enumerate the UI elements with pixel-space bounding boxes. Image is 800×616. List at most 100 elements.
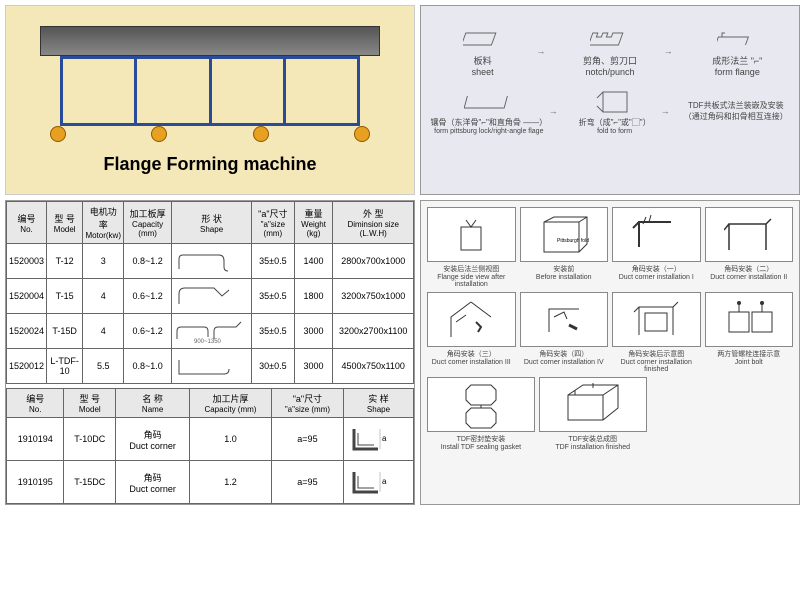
install-step: 角码安装（二）Duct corner installation II <box>705 207 794 288</box>
table-cell: 角码Duct corner <box>116 461 190 504</box>
table-row: 1520004T-1540.6~1.235±0.518003200x750x10… <box>7 279 414 314</box>
install-cn: 角码安装后示意图 <box>612 349 701 359</box>
install-en: Duct corner installation finished <box>612 359 701 373</box>
arrow-icon: → <box>549 106 569 116</box>
svg-text:Pittsburgh fold: Pittsburgh fold <box>557 238 589 244</box>
install-step: TDF安装总成图TDF installation finished <box>539 377 647 451</box>
table-cell: 0.8~1.0 <box>124 349 172 384</box>
step-en: fold to form <box>569 128 661 135</box>
table-cell: 0.6~1.2 <box>124 314 172 349</box>
table-cell: 30±0.5 <box>252 349 295 384</box>
table-header: 实 样Shape <box>344 389 414 418</box>
table-cell: 3000 <box>294 314 333 349</box>
install-diagram <box>427 292 516 347</box>
table-header: "a"尺寸"a"size (mm) <box>252 202 295 244</box>
table-cell: 角码Duct corner <box>116 418 190 461</box>
install-cn: 角码安装（二） <box>705 264 794 274</box>
install-cn: 角码安装（四） <box>520 349 609 359</box>
table-header: 型 号Model <box>64 389 116 418</box>
install-en: Duct corner installation IV <box>520 359 609 366</box>
arrow-icon: → <box>661 106 681 116</box>
table-header: 重量Weight (kg) <box>294 202 333 244</box>
table-header: 电机功率Motor(kw) <box>83 202 124 244</box>
table-cell: 3200x2700x1100 <box>333 314 414 349</box>
table-header: 外 型Diminsion size (L.W.H) <box>333 202 414 244</box>
table-cell: 35±0.5 <box>252 314 295 349</box>
table-cell: 3 <box>83 244 124 279</box>
table-cell: L-TDF-10 <box>47 349 83 384</box>
table-row: 1910194T-10DC角码Duct corner1.0a=95a <box>7 418 414 461</box>
table-cell: 0.8~1.2 <box>124 244 172 279</box>
table-cell: 3000 <box>294 349 333 384</box>
step-en: form flange <box>684 67 791 77</box>
install-cn: TDF密封垫安装 <box>427 434 535 444</box>
install-step: 安装后法兰侧视图Flange side view after installat… <box>427 207 516 288</box>
install-en: Duct corner installation I <box>612 274 701 281</box>
install-diagram <box>539 377 647 432</box>
table-cell: a <box>344 418 414 461</box>
install-cn: 两方管螺栓连接示意 <box>705 349 794 359</box>
table-cell: 5.5 <box>83 349 124 384</box>
step-cn: 折弯（成"⌐"或"▢"） <box>569 117 661 128</box>
table-cell: 1800 <box>294 279 333 314</box>
table-cell <box>172 349 252 384</box>
step-cn: 成形法兰 "⌐" <box>684 54 791 67</box>
svg-text:a: a <box>382 477 387 486</box>
table-header: 加工片厚Capacity (mm) <box>190 389 272 418</box>
spec-table-1: 编号No.型 号Model电机功率Motor(kw)加工板厚Capacity (… <box>6 201 414 384</box>
install-en: Duct corner installation II <box>705 274 794 281</box>
arrow-icon: → <box>536 46 556 56</box>
table-cell: 35±0.5 <box>252 244 295 279</box>
table-cell: 2800x700x1000 <box>333 244 414 279</box>
specs-panel: 编号No.型 号Model电机功率Motor(kw)加工板厚Capacity (… <box>5 200 415 505</box>
table-cell: 4500x750x1100 <box>333 349 414 384</box>
table-cell: 4 <box>83 314 124 349</box>
table-cell: 35±0.5 <box>252 279 295 314</box>
install-step: TDF密封垫安装Install TDF sealing gasket <box>427 377 535 451</box>
arrow-icon: → <box>664 46 684 56</box>
install-en: Install TDF sealing gasket <box>427 444 535 451</box>
step-cn: 镶骨（东洋骨"⌐"和直角骨 ——） <box>429 117 549 128</box>
table-cell: 1400 <box>294 244 333 279</box>
table-cell: 1.2 <box>190 461 272 504</box>
install-diagram: Pittsburgh fold <box>520 207 609 262</box>
table-cell: a=95 <box>271 461 343 504</box>
install-en: Before installation <box>520 274 609 281</box>
install-diagram <box>520 292 609 347</box>
install-step: Pittsburgh fold安装前Before installation <box>520 207 609 288</box>
svg-text:900~1350: 900~1350 <box>194 339 222 345</box>
install-en: Flange side view after installation <box>427 274 516 288</box>
step-cn: 剪角、剪刀口 <box>556 54 663 67</box>
table-cell: 1520024 <box>7 314 47 349</box>
machine-title: Flange Forming machine <box>103 154 316 175</box>
install-step: 两方管螺栓连接示意Joint bolt <box>705 292 794 373</box>
install-cn: 安装后法兰侧视图 <box>427 264 516 274</box>
table-cell <box>172 244 252 279</box>
table-cell: 1910194 <box>7 418 64 461</box>
table-cell: T-12 <box>47 244 83 279</box>
install-cn: TDF安装总成图 <box>539 434 647 444</box>
process-panel: 板料 sheet → 剪角、剪刀口 notch/punch → 成形法兰 "⌐"… <box>420 5 800 195</box>
table-cell: 3200x750x1000 <box>333 279 414 314</box>
table-header: 编号No. <box>7 202 47 244</box>
table-cell: 4 <box>83 279 124 314</box>
install-diagram <box>705 292 794 347</box>
install-step: 角码安装（三）Duct corner installation III <box>427 292 516 373</box>
step-cn: 板料 <box>429 54 536 67</box>
step-en: notch/punch <box>556 67 663 77</box>
table-cell: T-15D <box>47 314 83 349</box>
install-en: Duct corner installation III <box>427 359 516 366</box>
table-cell: 1520004 <box>7 279 47 314</box>
table-cell: 1910195 <box>7 461 64 504</box>
table-header: "a"尺寸"a"size (mm) <box>271 389 343 418</box>
install-diagram <box>705 207 794 262</box>
table-header: 型 号Model <box>47 202 83 244</box>
machine-panel: Flange Forming machine <box>5 5 415 195</box>
table-cell <box>172 279 252 314</box>
table-header: 加工板厚Capacity (mm) <box>124 202 172 244</box>
svg-text:a: a <box>382 434 387 443</box>
table-cell: 1520012 <box>7 349 47 384</box>
step-en: sheet <box>429 67 536 77</box>
table-cell: T-10DC <box>64 418 116 461</box>
install-panel: 安装后法兰侧视图Flange side view after installat… <box>420 200 800 505</box>
